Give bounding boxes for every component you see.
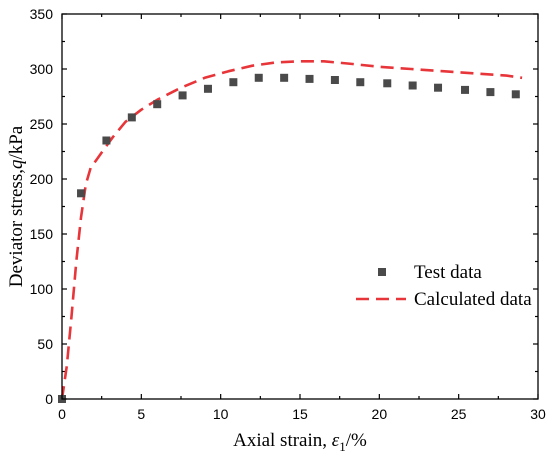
x-tick-label: 20: [372, 406, 388, 422]
x-tick-label: 15: [292, 406, 308, 422]
series-layer: [58, 59, 523, 403]
test-data-point: [383, 79, 392, 88]
x-axis-title-symbol: ε: [332, 430, 340, 451]
y-axis-title: Deviator stress,q/kPa: [6, 125, 27, 287]
test-data-point: [305, 74, 314, 83]
test-data-point: [461, 85, 470, 94]
x-tick-label: 10: [213, 406, 229, 422]
test-data-point: [203, 84, 212, 93]
y-tick-label: 0: [45, 391, 53, 407]
legend-marker-test-data: [378, 268, 386, 276]
test-data-point: [229, 78, 238, 87]
test-data-point: [408, 81, 417, 90]
legend-label: Test data: [414, 262, 482, 283]
y-tick-label: 150: [30, 226, 54, 242]
test-data-point: [153, 100, 162, 109]
plot-frame: [61, 13, 539, 400]
test-data-point: [254, 73, 263, 82]
test-data-point: [434, 83, 443, 92]
x-tick-label: 5: [137, 406, 145, 422]
y-tick-label: 100: [30, 281, 54, 297]
x-tick-label: 25: [451, 406, 467, 422]
test-data-point: [511, 90, 520, 99]
y-tick-label: 250: [30, 116, 54, 132]
x-axis-title: Axial strain, ε1/%: [233, 430, 367, 454]
y-axis-title-symbol: q: [6, 159, 27, 169]
x-tick-label: 0: [58, 406, 66, 422]
y-tick-label: 200: [30, 171, 54, 187]
test-data-point: [178, 91, 187, 100]
calculated-data-line: [60, 59, 523, 400]
test-data-point: [77, 189, 86, 198]
y-tick-label: 50: [37, 336, 53, 352]
x-axis-title-suffix: /%: [346, 430, 367, 451]
test-data-point: [127, 113, 136, 122]
test-data-point: [356, 78, 365, 87]
y-axis-title-suffix: /kPa: [6, 125, 27, 159]
test-data-point: [280, 73, 289, 82]
x-axis-title-subscript: 1: [339, 439, 346, 454]
test-data-point: [330, 76, 339, 84]
test-data-point: [102, 136, 111, 145]
x-tick-label: 30: [530, 406, 546, 422]
legend: Test data Calculated data: [356, 262, 532, 310]
x-axis-title-prefix: Axial strain,: [233, 430, 332, 451]
test-data-point: [486, 88, 495, 97]
y-tick-label: 350: [30, 6, 54, 22]
legend-label: Calculated data: [414, 289, 532, 310]
y-tick-label: 300: [30, 61, 54, 77]
y-axis-title-prefix: Deviator stress,: [6, 169, 27, 287]
